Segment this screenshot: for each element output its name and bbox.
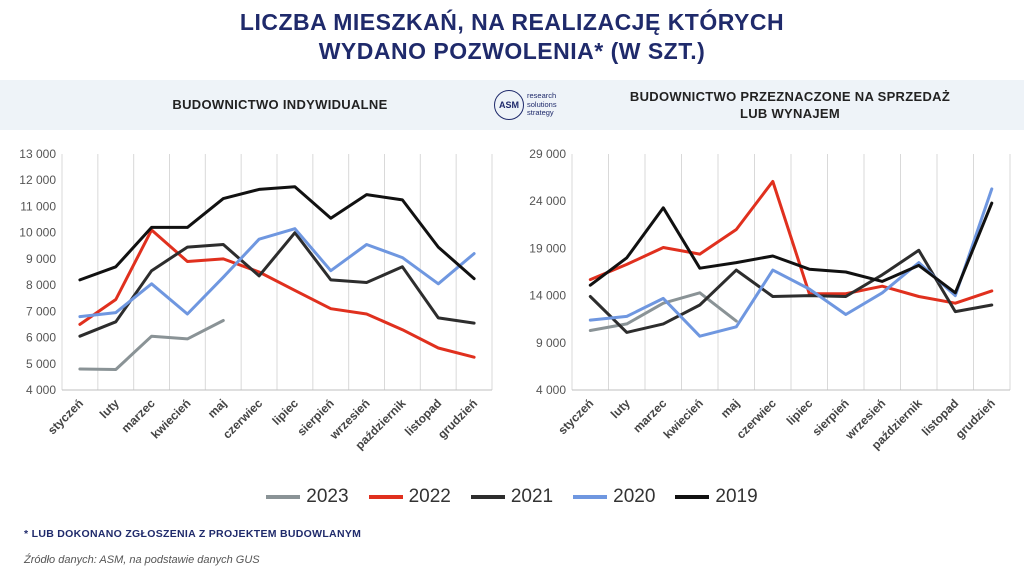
right-chart-title-line-1: BUDOWNICTWO PRZEZNACZONE NA SPRZEDAŻ bbox=[629, 89, 951, 104]
left-y-tick-label: 12 000 bbox=[19, 173, 56, 187]
right-series-line-2022 bbox=[588, 179, 994, 305]
legend-swatch-2022 bbox=[368, 495, 403, 499]
left-x-tick-label: lipiec bbox=[269, 396, 301, 428]
right-series-line-2019 bbox=[588, 201, 994, 295]
right-x-tick-label: lipiec bbox=[784, 396, 816, 428]
legend: 2023 2022 2021 2020 2019 bbox=[0, 486, 1024, 508]
left-y-tick-label: 7 000 bbox=[26, 304, 56, 318]
title-line-2: WYDANO POZWOLENIA* (W SZT.) bbox=[318, 38, 706, 64]
right-y-tick-label: 9 000 bbox=[536, 336, 566, 350]
legend-item-2023: 2023 bbox=[266, 486, 349, 508]
left-series-line-2019 bbox=[78, 185, 476, 282]
left-x-tick-label: grudzień bbox=[435, 396, 480, 441]
legend-label-2023: 2023 bbox=[306, 486, 349, 507]
right-y-tick-label: 29 000 bbox=[529, 147, 566, 161]
logo-mark: ASM bbox=[494, 90, 524, 120]
right-y-tick-label: 4 000 bbox=[536, 383, 566, 397]
title-line-1: LICZBA MIESZKAŃ, NA REALIZACJĘ KTÓRYCH bbox=[239, 9, 785, 35]
right-x-tick-label: kwiecień bbox=[661, 396, 706, 441]
right-series-line-2021 bbox=[588, 248, 994, 334]
legend-swatch-2021 bbox=[470, 495, 505, 499]
left-y-tick-label: 8 000 bbox=[26, 278, 56, 292]
page-title: LICZBA MIESZKAŃ, NA REALIZACJĘ KTÓRYCH W… bbox=[0, 8, 1024, 66]
left-chart-title: BUDOWNICTWO INDYWIDUALNE bbox=[172, 97, 388, 112]
footnote: * LUB DOKONANO ZGŁOSZENIA Z PROJEKTEM BU… bbox=[24, 528, 362, 540]
legend-item-2021: 2021 bbox=[470, 486, 554, 508]
legend-swatch-2020 bbox=[573, 495, 608, 499]
right-x-tick-label: luty bbox=[608, 396, 633, 421]
right-chart-title: BUDOWNICTWO PRZEZNACZONE NA SPRZEDAŻ LUB… bbox=[560, 88, 1020, 122]
left-y-tick-label: 10 000 bbox=[19, 226, 56, 240]
left-x-tick-label: styczeń bbox=[45, 396, 86, 437]
legend-item-2022: 2022 bbox=[368, 486, 451, 508]
right-y-tick-label: 14 000 bbox=[529, 289, 566, 303]
legend-item-2019: 2019 bbox=[675, 486, 758, 508]
legend-swatch-2019 bbox=[675, 495, 710, 499]
legend-label-2021: 2021 bbox=[510, 486, 554, 507]
left-series-line-2021 bbox=[78, 231, 476, 338]
legend-swatch-2023 bbox=[266, 495, 301, 499]
right-y-tick-label: 24 000 bbox=[529, 194, 566, 208]
legend-item-2020: 2020 bbox=[573, 486, 655, 508]
legend-label-2022: 2022 bbox=[408, 486, 451, 507]
left-x-tick-label: luty bbox=[97, 396, 122, 421]
logo-line-2: solutions bbox=[527, 99, 557, 109]
left-series-line-2020 bbox=[78, 227, 476, 319]
right-x-tick-label: czerwiec bbox=[734, 396, 780, 442]
left-y-tick-label: 5 000 bbox=[26, 357, 56, 371]
left-y-tick-label: 4 000 bbox=[26, 383, 56, 397]
legend-label-2019: 2019 bbox=[715, 486, 758, 507]
left-x-tick-label: kwiecień bbox=[148, 396, 193, 441]
left-y-tick-label: 13 000 bbox=[19, 147, 56, 161]
logo-text: research solutions strategy bbox=[527, 91, 557, 118]
source-note: Źródło danych: ASM, na podstawie danych … bbox=[24, 554, 260, 566]
left-y-tick-label: 11 000 bbox=[20, 199, 56, 213]
left-x-tick-label: maj bbox=[205, 396, 230, 421]
right-y-tick-label: 19 000 bbox=[529, 241, 566, 255]
left-y-tick-label: 9 000 bbox=[26, 252, 56, 266]
logo-line-1: research bbox=[527, 91, 557, 100]
right-x-tick-label: grudzień bbox=[953, 396, 998, 441]
right-series-line-2023 bbox=[588, 291, 738, 332]
right-chart: 4 000 9 000 14 000 19 000 24 000 29 000 stycze… bbox=[529, 147, 1011, 452]
left-chart: 4 000 5 000 6 000 7 000 8 000 9 000 10 000 11 0… bbox=[19, 147, 493, 452]
left-series-line-2023 bbox=[78, 319, 225, 371]
right-chart-title-line-2: LUB WYNAJEM bbox=[739, 106, 841, 121]
right-x-tick-label: styczeń bbox=[555, 396, 596, 437]
left-x-tick-label: czerwiec bbox=[220, 396, 266, 442]
asm-logo: ASM research solutions strategy bbox=[494, 90, 614, 122]
legend-label-2020: 2020 bbox=[613, 486, 656, 507]
right-x-tick-label: maj bbox=[718, 396, 743, 421]
logo-line-3: strategy bbox=[527, 108, 554, 117]
left-y-tick-label: 6 000 bbox=[26, 331, 56, 345]
left-series-line-2022 bbox=[78, 228, 476, 359]
